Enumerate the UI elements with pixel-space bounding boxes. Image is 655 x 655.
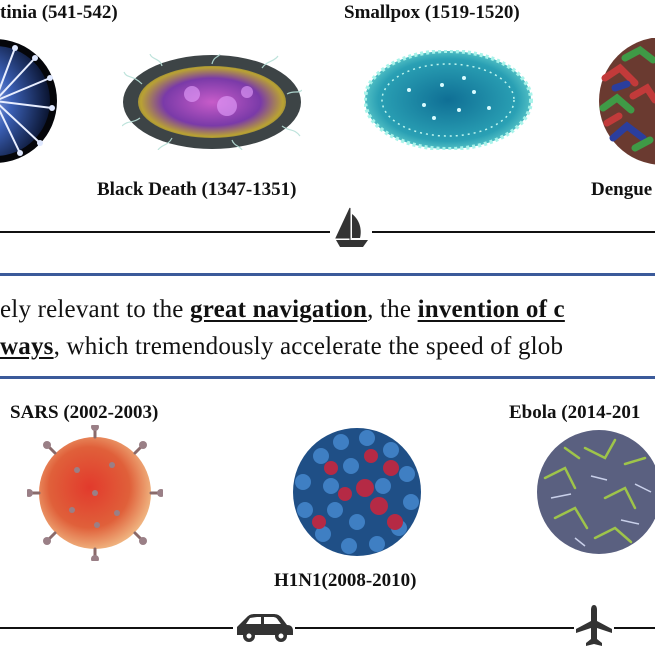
dengue-virus-image	[599, 38, 655, 165]
highlight-ways: ways	[0, 333, 54, 360]
ebola-virus-image	[537, 430, 655, 554]
band-top-rule	[0, 273, 655, 276]
highlight-great-navigation: great navigation	[190, 296, 368, 323]
band-line-1-text-b: , the	[367, 296, 418, 323]
label-smallpox: Smallpox (1519-1520)	[344, 2, 520, 23]
top-timeline-axis	[0, 231, 655, 233]
label-ebola: Ebola (2014-201	[509, 402, 641, 423]
band-line-1: ely relevant to the great navigation, th…	[0, 297, 565, 322]
band-line-2-text: , which tremendously accelerate the spee…	[53, 333, 564, 360]
sailboat-icon	[330, 204, 372, 250]
sars-virus-image	[27, 425, 163, 561]
h1n1-virus-image	[293, 428, 421, 556]
label-h1n1: H1N1(2008-2010)	[274, 570, 417, 591]
band-line-2: ways, which tremendously accelerate the …	[0, 334, 563, 359]
label-black-death: Black Death (1347-1351)	[97, 179, 297, 200]
black-death-bacterium-image	[122, 54, 302, 150]
label-justinian-plague: tinia (541-542)	[0, 2, 118, 23]
label-dengue: Dengue	[591, 179, 653, 200]
band-bottom-rule	[0, 376, 655, 379]
airplane-icon	[574, 603, 614, 649]
bottom-timeline-axis	[0, 627, 655, 629]
car-icon	[233, 609, 295, 643]
band-line-1-text-a: ely relevant to the	[0, 296, 191, 323]
label-sars: SARS (2002-2003)	[10, 402, 159, 423]
highlight-invention: invention of c	[417, 296, 565, 323]
smallpox-virus-image	[364, 50, 533, 150]
justinian-virus-image	[0, 39, 57, 163]
